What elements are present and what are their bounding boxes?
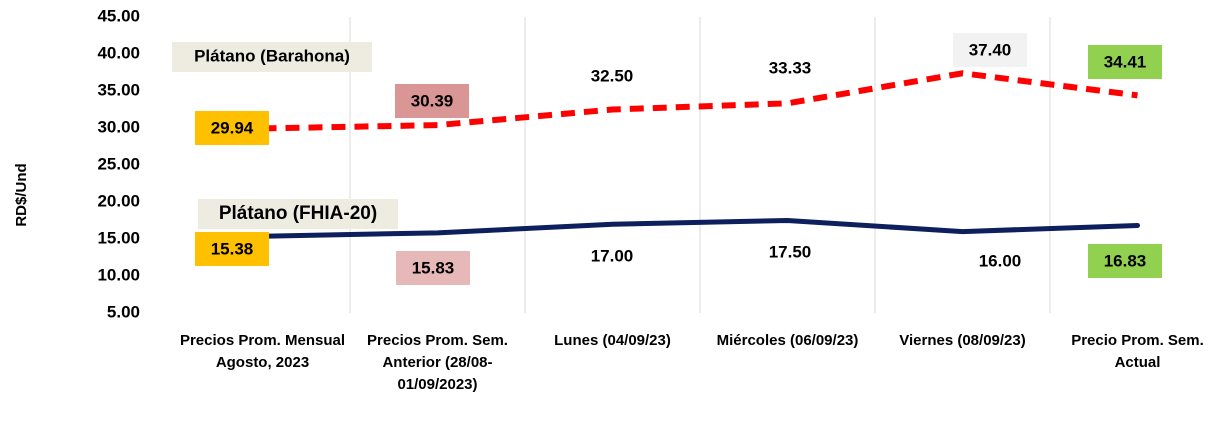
data-label-box xyxy=(753,51,827,85)
data-label: 15.83 xyxy=(412,258,455,277)
data-label-box xyxy=(1088,244,1162,278)
data-label: 16.83 xyxy=(1104,251,1147,270)
data-label: 17.00 xyxy=(591,246,634,265)
x-tick-label: Viernes (08/09/23) xyxy=(899,332,1026,349)
data-label: 33.33 xyxy=(769,58,812,77)
y-tick-label: 15.00 xyxy=(97,228,140,247)
data-label-box xyxy=(575,239,649,273)
y-axis-label: RD$/Und xyxy=(13,163,30,226)
data-label-box xyxy=(195,232,269,266)
data-label-box xyxy=(195,111,269,145)
data-label: 29.94 xyxy=(211,118,254,137)
data-label: 15.38 xyxy=(211,239,254,258)
data-label: 17.50 xyxy=(769,242,812,261)
data-label: 30.39 xyxy=(411,91,454,110)
data-label: 16.00 xyxy=(979,251,1022,270)
x-tick-label: Precios Prom. Mensual Agosto, 2023 xyxy=(179,332,346,371)
series-name-box xyxy=(198,199,398,229)
series-name-label: Plátano (Barahona) xyxy=(194,46,350,65)
x-tick-label: Precio Prom. Sem. Actual xyxy=(1071,332,1204,371)
y-tick-label: 35.00 xyxy=(97,80,140,99)
data-label-box xyxy=(575,59,649,93)
series-name-box xyxy=(172,42,372,72)
data-label: 32.50 xyxy=(591,66,634,85)
data-label-box xyxy=(395,84,469,118)
line-series xyxy=(262,70,1138,132)
data-label-box xyxy=(753,235,827,269)
y-tick-label: 20.00 xyxy=(97,191,140,210)
y-tick-label: 40.00 xyxy=(97,43,140,62)
y-tick-label: 45.00 xyxy=(97,6,140,25)
data-label: 37.40 xyxy=(969,40,1012,59)
y-tick-label: 30.00 xyxy=(97,117,140,136)
data-label-box xyxy=(953,33,1027,67)
line-series xyxy=(260,217,1140,239)
data-label-box xyxy=(396,251,470,285)
y-tick-label: 25.00 xyxy=(97,154,140,173)
y-tick-label: 10.00 xyxy=(97,265,140,284)
x-tick-label: Miércoles (06/09/23) xyxy=(716,332,859,349)
x-tick-label: Precios Prom. Sem. Anterior (28/08-01/09… xyxy=(367,332,508,393)
data-label-box xyxy=(1088,45,1162,79)
x-tick-label: Lunes (04/09/23) xyxy=(554,332,671,349)
data-label: 34.41 xyxy=(1104,52,1147,71)
y-tick-label: 5.00 xyxy=(107,302,140,321)
data-label-box xyxy=(963,244,1037,278)
series-name-label: Plátano (FHIA-20) xyxy=(219,203,377,224)
